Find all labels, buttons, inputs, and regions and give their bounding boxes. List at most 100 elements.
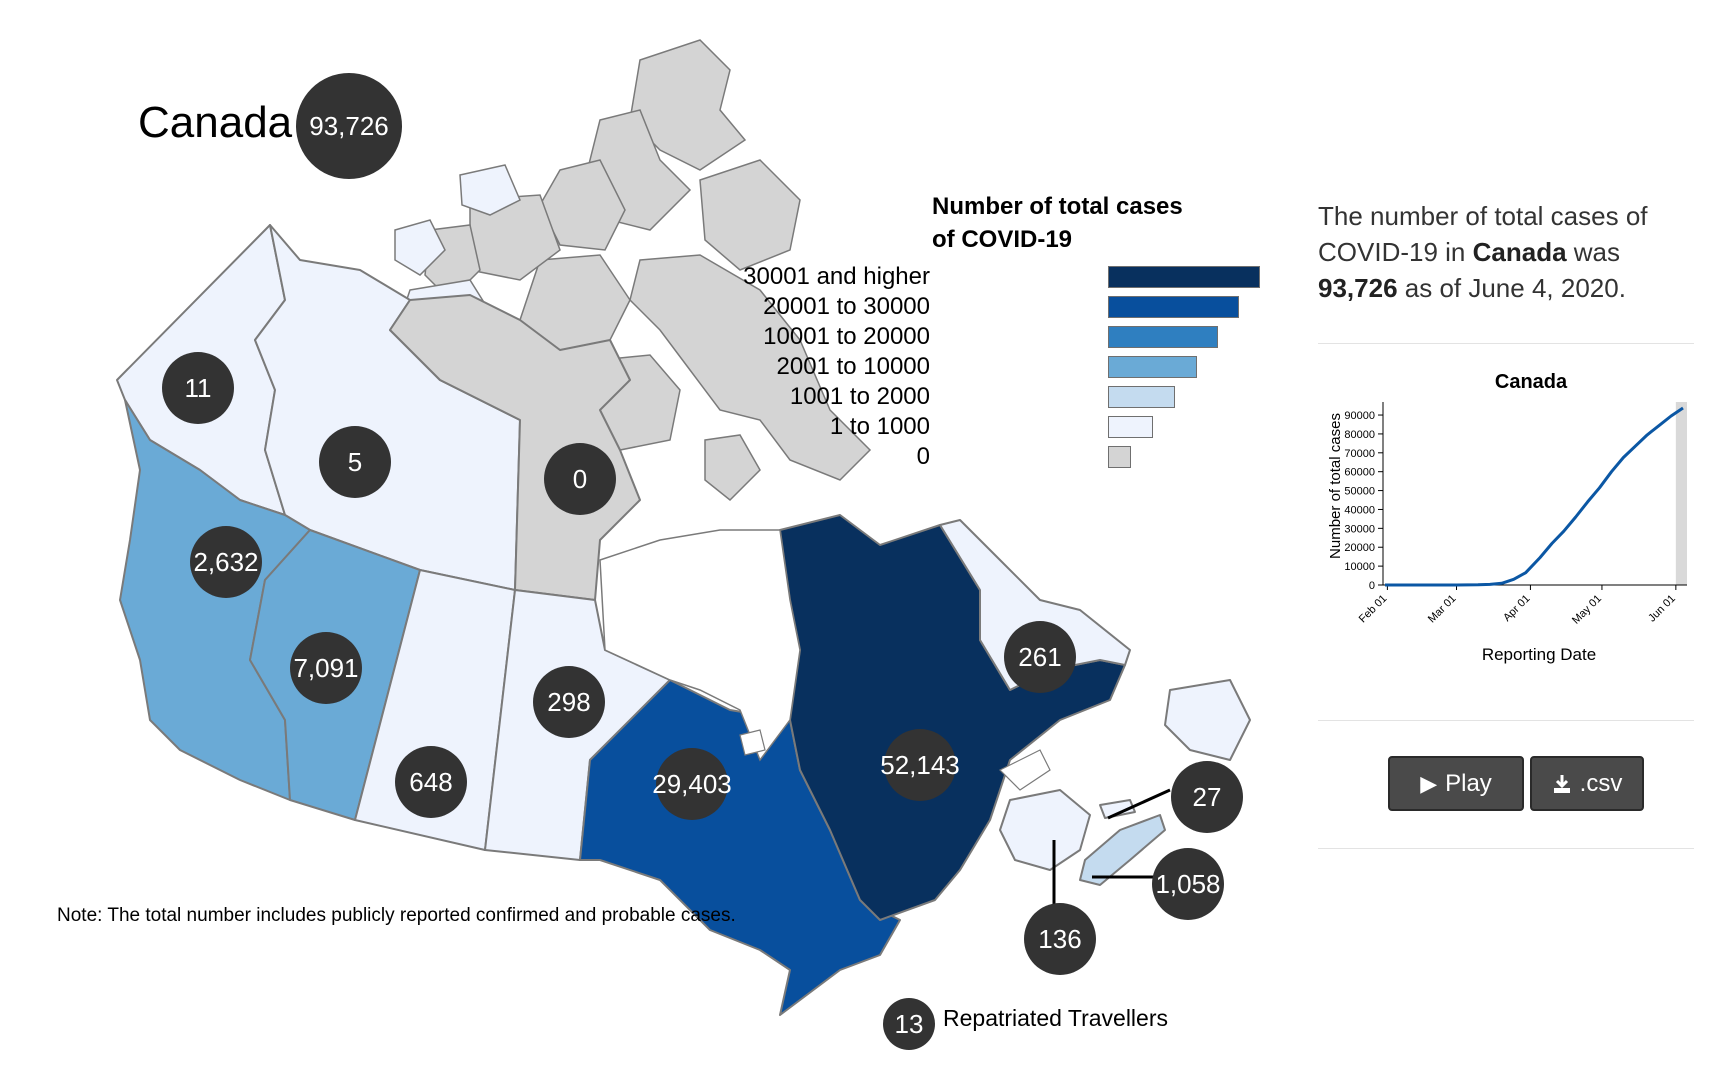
chart-y-tick-label: 30000 — [1344, 523, 1375, 535]
chart-y-tick-label: 40000 — [1344, 504, 1375, 516]
repatriated-bubble[interactable]: 13 — [883, 998, 935, 1050]
chart-y-tick-label: 20000 — [1344, 542, 1375, 554]
chart-y-tick-label: 70000 — [1344, 448, 1375, 460]
summary-middle: was — [1566, 237, 1620, 267]
legend-item-label: 2001 to 10000 — [776, 353, 930, 380]
summary-suffix: as of June 4, 2020. — [1397, 273, 1626, 303]
province-bubble-label: 52,143 — [880, 750, 960, 780]
legend-item: 0 — [840, 443, 1260, 470]
legend-item-label: 20001 to 30000 — [763, 293, 930, 320]
province-bubble-newfoundland-and-labrador[interactable]: 261 — [1004, 621, 1076, 693]
province-bubble-ontario[interactable]: 29,403 — [652, 748, 732, 820]
map-title: Canada — [138, 98, 293, 147]
province-bubble-label: 261 — [1018, 642, 1061, 672]
play-button-label: Play — [1445, 769, 1492, 797]
province-bubble-alberta[interactable]: 7,091 — [290, 632, 362, 704]
province-bubble-label: 27 — [1193, 782, 1222, 812]
legend-item: 1 to 1000 — [830, 413, 1260, 440]
divider-bottom — [1318, 848, 1694, 849]
legend-item: 30001 and higher — [743, 263, 1260, 290]
legend-item-label: 0 — [916, 443, 930, 470]
province-pei[interactable] — [1099, 799, 1136, 819]
province-bubbles: 11 5 0 2,632 7,091 648 298 29,403 52,143 261 27 1,0… — [162, 352, 1243, 975]
chart-series-line — [1385, 406, 1684, 587]
repatriated-label: Repatriated Travellers — [943, 1005, 1168, 1031]
province-nunavut[interactable] — [389, 294, 641, 601]
chart-plot-area: 0 10000 20000 30000 40000 50000 60000 70000 8000… — [1344, 402, 1687, 627]
legend-item-label: 1001 to 2000 — [789, 383, 930, 410]
legend-color-swatch — [1108, 416, 1153, 438]
province-bubble-label: 7,091 — [293, 653, 358, 683]
province-bubble-quebec[interactable]: 52,143 — [880, 729, 960, 801]
province-bubble-label: 29,403 — [652, 769, 732, 799]
legend-color-swatch — [1108, 266, 1260, 288]
legend-color-swatch — [1108, 326, 1218, 348]
download-csv-label: .csv — [1579, 769, 1623, 797]
play-button[interactable]: ▶ Play — [1388, 756, 1524, 811]
download-icon — [1552, 773, 1572, 795]
island-newfoundland — [1164, 679, 1251, 761]
province-bubble-yukon[interactable]: 11 — [162, 352, 234, 424]
legend-item-label: 30001 and higher — [743, 263, 930, 290]
chart-x-tick-label: Jun 01 — [1646, 593, 1678, 625]
hudson-bay — [599, 529, 801, 762]
province-bubble-nova-scotia[interactable]: 1,058 — [1152, 848, 1224, 920]
province-bubble-label: 0 — [573, 464, 587, 494]
legend-item: 1001 to 2000 — [790, 383, 1260, 410]
chart-y-axis-label: Number of total cases — [1327, 413, 1344, 559]
province-nb[interactable] — [999, 789, 1091, 871]
province-bubble-label: 2,632 — [193, 547, 258, 577]
chart-y-tick-label: 0 — [1369, 580, 1375, 592]
chart-y-tick-label: 10000 — [1344, 561, 1375, 573]
legend-color-swatch — [1108, 386, 1175, 408]
legend-color-swatch — [1108, 296, 1239, 318]
legend-color-swatch — [1108, 356, 1197, 378]
summary-text: The number of total cases of COVID-19 in… — [1318, 198, 1698, 306]
province-bubble-nunavut[interactable]: 0 — [544, 443, 616, 515]
repatriated-count: 13 — [895, 1009, 924, 1039]
province-bubble-manitoba[interactable]: 298 — [533, 666, 605, 738]
legend-item: 20001 to 30000 — [763, 293, 1260, 320]
chart-x-tick-label: May 01 — [1570, 593, 1604, 627]
chart-y-tick-label: 50000 — [1344, 486, 1375, 498]
canada-total-bubble[interactable]: 93,726 — [296, 73, 402, 179]
chart-title: Canada — [1495, 371, 1568, 393]
province-bubble-northwest-territories[interactable]: 5 — [319, 426, 391, 498]
cases-line-chart: Canada Number of total cases Reporting D… — [1327, 371, 1687, 664]
legend-item: 2001 to 10000 — [777, 353, 1260, 380]
legend-color-swatch — [1108, 446, 1131, 468]
chart-y-tick-label: 90000 — [1344, 410, 1375, 422]
province-bubble-label: 5 — [348, 447, 362, 477]
play-icon: ▶ — [1420, 770, 1438, 796]
chart-x-tick-label: Feb 01 — [1357, 593, 1390, 626]
legend-title-line2: of COVID-19 — [932, 226, 1073, 253]
summary-region: Canada — [1472, 237, 1567, 267]
chart-x-tick-label: Apr 01 — [1501, 593, 1532, 624]
province-bubble-saskatchewan[interactable]: 648 — [395, 746, 467, 818]
canada-total-label: 93,726 — [309, 111, 389, 141]
province-bubble-label: 136 — [1038, 924, 1081, 954]
divider-middle — [1318, 720, 1694, 721]
map-note: Note: The total number includes publicly… — [57, 905, 736, 926]
legend-item-label: 1 to 1000 — [829, 413, 930, 440]
province-bubble-british-columbia[interactable]: 2,632 — [190, 526, 262, 598]
province-bubble-label: 298 — [547, 687, 590, 717]
lakes — [739, 729, 1051, 791]
legend-item: 10001 to 20000 — [763, 323, 1260, 350]
download-csv-button[interactable]: .csv — [1530, 756, 1644, 811]
province-bubble-label: 11 — [185, 373, 212, 403]
province-bubble-new-brunswick[interactable]: 136 — [1024, 903, 1096, 975]
legend-title: Number of total cases of COVID-19 — [932, 190, 1183, 256]
province-bubble-prince-edward-island[interactable]: 27 — [1171, 761, 1243, 833]
province-ns[interactable] — [1079, 814, 1166, 886]
chart-x-tick-label: Mar 01 — [1426, 593, 1459, 626]
province-nl[interactable] — [939, 519, 1131, 691]
chart-y-tick-label: 60000 — [1344, 467, 1375, 479]
summary-prefix: The number of total cases of COVID-19 in — [1318, 201, 1648, 267]
legend-item-label: 10001 to 20000 — [763, 323, 930, 350]
province-bubble-label: 1,058 — [1155, 869, 1220, 899]
summary-count: 93,726 — [1318, 273, 1398, 303]
province-bubble-label: 648 — [409, 767, 452, 797]
